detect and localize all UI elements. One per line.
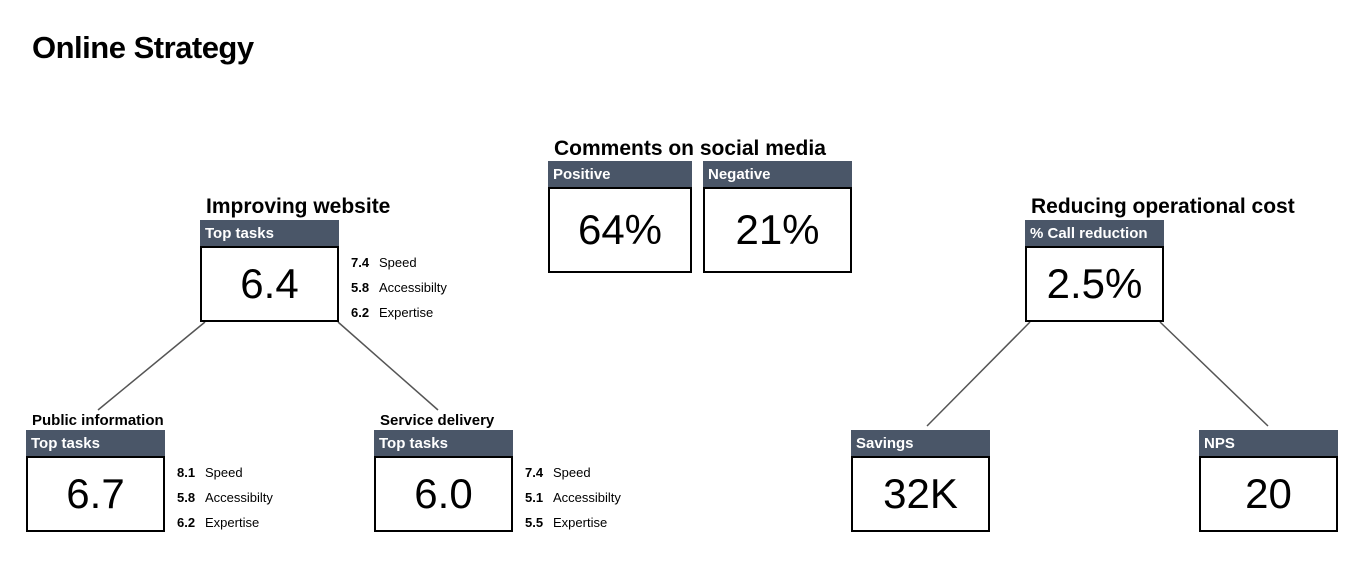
negative-value: 21% xyxy=(703,187,852,273)
service-kpi: Top tasks 6.0 xyxy=(374,430,513,532)
website-metrics: 7.4 Speed 5.8 Accessibilty 6.2 Expertise xyxy=(351,250,447,325)
page-title: Online Strategy xyxy=(32,30,254,65)
positive-kpi: Positive 64% xyxy=(548,161,692,273)
metric-row: 7.4 Speed xyxy=(525,465,591,480)
positive-header: Positive xyxy=(548,161,692,187)
website-value: 6.4 xyxy=(200,246,339,322)
website-header: Top tasks xyxy=(200,220,339,246)
metric-row: 8.1 Speed xyxy=(177,465,243,480)
metric-row: 6.2 Expertise xyxy=(351,305,434,320)
metric-row: 5.1 Accessibilty xyxy=(525,490,621,505)
public-info-kpi: Top tasks 6.7 xyxy=(26,430,165,532)
savings-value: 32K xyxy=(851,456,990,532)
cost-kpi: % Call reduction 2.5% xyxy=(1025,220,1164,322)
metric-row: 5.8 Accessibilty xyxy=(177,490,273,505)
nps-value: 20 xyxy=(1199,456,1338,532)
service-value: 6.0 xyxy=(374,456,513,532)
savings-header: Savings xyxy=(851,430,990,456)
metric-row: 5.8 Accessibilty xyxy=(351,280,447,295)
connector-cost-nps xyxy=(1159,321,1269,427)
website-title: Improving website xyxy=(206,195,391,218)
public-info-header: Top tasks xyxy=(26,430,165,456)
service-title: Service delivery xyxy=(380,412,495,429)
public-info-metrics: 8.1 Speed 5.8 Accessibilty 6.2 Expertise xyxy=(177,460,273,535)
cost-header: % Call reduction xyxy=(1025,220,1164,246)
public-info-value: 6.7 xyxy=(26,456,165,532)
service-header: Top tasks xyxy=(374,430,513,456)
connector-cost-savings xyxy=(926,321,1031,427)
connector-website-service xyxy=(337,321,439,411)
connector-website-public xyxy=(97,321,206,411)
public-info-title: Public information xyxy=(32,412,164,429)
website-kpi: Top tasks 6.4 xyxy=(200,220,339,322)
metric-row: 6.2 Expertise xyxy=(177,515,260,530)
negative-header: Negative xyxy=(703,161,852,187)
nps-kpi: NPS 20 xyxy=(1199,430,1338,532)
service-metrics: 7.4 Speed 5.1 Accessibilty 5.5 Expertise xyxy=(525,460,621,535)
cost-value: 2.5% xyxy=(1025,246,1164,322)
social-title: Comments on social media xyxy=(554,137,826,160)
negative-kpi: Negative 21% xyxy=(703,161,852,273)
positive-value: 64% xyxy=(548,187,692,273)
metric-row: 7.4 Speed xyxy=(351,255,417,270)
nps-header: NPS xyxy=(1199,430,1338,456)
savings-kpi: Savings 32K xyxy=(851,430,990,532)
metric-row: 5.5 Expertise xyxy=(525,515,608,530)
cost-title: Reducing operational cost xyxy=(1031,195,1295,218)
